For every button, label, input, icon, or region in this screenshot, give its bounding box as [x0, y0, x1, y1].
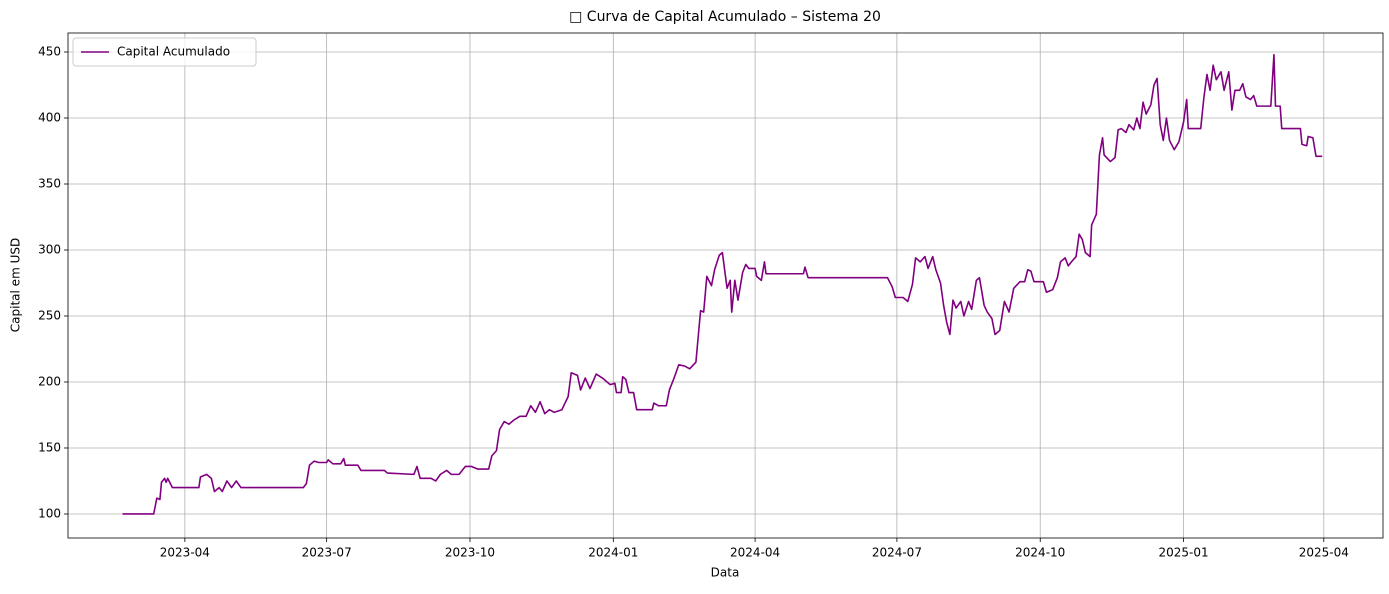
x-tick-label: 2024-01 [588, 546, 638, 560]
x-tick-label: 2023-04 [160, 546, 210, 560]
y-tick-label: 400 [38, 111, 61, 125]
y-tick-label: 450 [38, 45, 61, 59]
legend-label: Capital Acumulado [117, 45, 230, 59]
legend: Capital Acumulado [72, 37, 257, 67]
y-tick-label: 300 [38, 242, 61, 256]
y-tick-label: 200 [38, 374, 61, 388]
x-tick-label: 2023-10 [445, 546, 495, 560]
y-tick-label: 100 [38, 506, 61, 520]
x-axis-label: Data [711, 566, 740, 580]
x-tick-label: 2025-04 [1299, 546, 1349, 560]
x-tick-label: 2023-07 [302, 546, 352, 560]
x-tick-label: 2025-01 [1158, 546, 1208, 560]
plot-frame [67, 32, 1384, 539]
x-tick-label: 2024-07 [872, 546, 922, 560]
y-tick-label: 350 [38, 176, 61, 190]
y-tick-label: 150 [38, 440, 61, 454]
x-tick-label: 2024-04 [730, 546, 780, 560]
y-tick-label: 250 [38, 308, 61, 322]
y-axis-label: Capital em USD [9, 238, 23, 332]
chart-title: □ Curva de Capital Acumulado – Sistema 2… [569, 9, 881, 25]
legend-box [72, 37, 257, 67]
x-tick-label: 2024-10 [1015, 546, 1065, 560]
line-series [122, 53, 1323, 515]
